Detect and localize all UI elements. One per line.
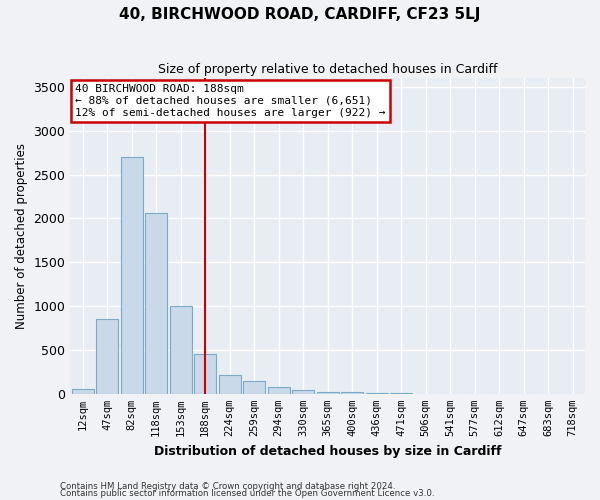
Text: 40, BIRCHWOOD ROAD, CARDIFF, CF23 5LJ: 40, BIRCHWOOD ROAD, CARDIFF, CF23 5LJ (119, 8, 481, 22)
Bar (317, 392, 338, 394)
Bar (121, 157, 143, 394)
Bar (96, 320, 118, 394)
Text: Contains HM Land Registry data © Crown copyright and database right 2024.: Contains HM Land Registry data © Crown c… (60, 482, 395, 491)
Bar (194, 354, 216, 394)
Bar (341, 392, 363, 394)
X-axis label: Distribution of detached houses by size in Cardiff: Distribution of detached houses by size … (154, 444, 502, 458)
Bar (218, 375, 241, 394)
Bar (145, 213, 167, 394)
Title: Size of property relative to detached houses in Cardiff: Size of property relative to detached ho… (158, 62, 497, 76)
Bar (268, 387, 290, 394)
Bar (170, 306, 191, 394)
Y-axis label: Number of detached properties: Number of detached properties (15, 143, 28, 329)
Bar (71, 388, 94, 394)
Text: 40 BIRCHWOOD ROAD: 188sqm
← 88% of detached houses are smaller (6,651)
12% of se: 40 BIRCHWOOD ROAD: 188sqm ← 88% of detac… (76, 84, 386, 117)
Bar (365, 393, 388, 394)
Bar (243, 381, 265, 394)
Text: Contains public sector information licensed under the Open Government Licence v3: Contains public sector information licen… (60, 489, 434, 498)
Bar (292, 390, 314, 394)
